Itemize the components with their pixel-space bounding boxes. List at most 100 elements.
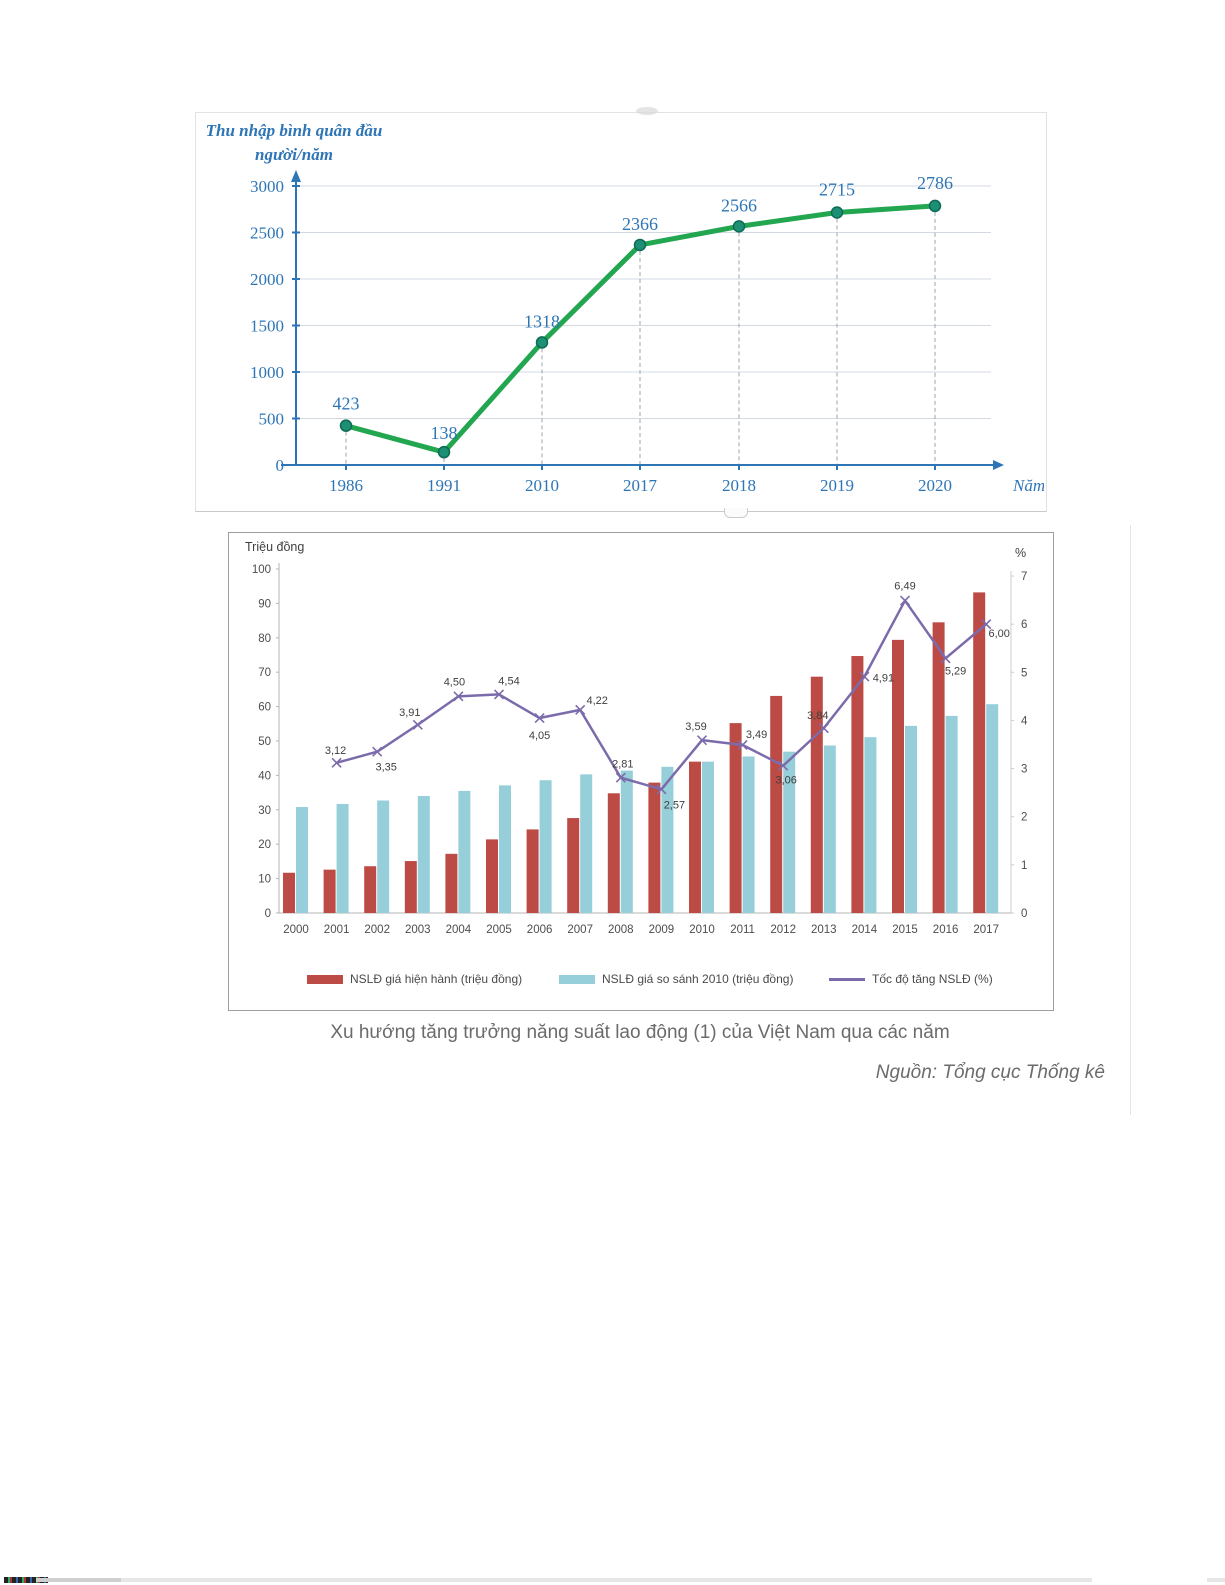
axes: 0 500 1000 1500 2000 2500 3000 1986 1991 2010 2017… (250, 170, 1044, 495)
scrollbar-end (1207, 1578, 1225, 1582)
growth-rate-labels: 3,12 3,35 3,91 4,50 4,54 4,05 4,22 2,81 2,57 3,59… (325, 581, 1010, 812)
svg-text:2000: 2000 (283, 924, 309, 936)
svg-text:2715: 2715 (819, 180, 855, 200)
svg-text:138: 138 (431, 423, 458, 443)
svg-text:3,35: 3,35 (375, 762, 396, 774)
svg-text:2010: 2010 (689, 924, 715, 936)
svg-text:2008: 2008 (608, 924, 634, 936)
svg-text:3,49: 3,49 (746, 729, 767, 741)
svg-text:2786: 2786 (917, 173, 953, 193)
svg-text:4,05: 4,05 (529, 730, 550, 742)
svg-text:2016: 2016 (933, 924, 959, 936)
svg-text:500: 500 (259, 410, 285, 429)
svg-text:1000: 1000 (250, 363, 284, 382)
svg-text:%: % (1015, 546, 1026, 560)
svg-text:60: 60 (258, 702, 271, 714)
svg-text:2007: 2007 (567, 924, 593, 936)
svg-text:30: 30 (258, 805, 271, 817)
svg-text:2019: 2019 (820, 476, 854, 495)
svg-text:40: 40 (258, 770, 271, 782)
taskbar-sliver (4, 1577, 48, 1583)
svg-text:2011: 2011 (730, 924, 755, 936)
svg-text:2009: 2009 (649, 924, 675, 936)
svg-text:2017: 2017 (973, 924, 999, 936)
svg-text:4,22: 4,22 (586, 695, 607, 707)
svg-text:3,59: 3,59 (685, 721, 706, 733)
legend-label: Tốc độ tăng NSLĐ (%) (872, 972, 993, 986)
svg-text:3,84: 3,84 (807, 710, 828, 722)
svg-text:5: 5 (1021, 667, 1027, 679)
svg-text:2014: 2014 (852, 924, 878, 936)
legend-item-current-price: NSLĐ giá hiện hành (triệu đồng) (307, 971, 522, 987)
bars-constant-price (296, 704, 999, 913)
svg-text:1318: 1318 (524, 311, 560, 331)
svg-text:0: 0 (276, 456, 285, 475)
growth-rate-line (336, 599, 988, 791)
svg-text:2017: 2017 (623, 476, 658, 495)
svg-text:2,57: 2,57 (664, 799, 685, 811)
svg-text:2012: 2012 (770, 924, 796, 936)
svg-text:3: 3 (1021, 764, 1027, 776)
svg-text:90: 90 (258, 598, 271, 610)
svg-text:Năm: Năm (1012, 476, 1044, 495)
purple-line-swatch-icon (829, 977, 865, 981)
svg-text:2566: 2566 (721, 195, 757, 215)
legend-item-growth-rate: Tốc độ tăng NSLĐ (%) (829, 971, 993, 987)
svg-text:20: 20 (258, 839, 271, 851)
income-line-chart-svg: 0 500 1000 1500 2000 2500 3000 1986 1991 2010 2017… (250, 170, 1044, 495)
svg-text:2500: 2500 (250, 224, 284, 243)
income-point-labels: 423 138 1318 2366 2566 2715 2786 (333, 173, 954, 443)
svg-text:3,06: 3,06 (775, 775, 796, 787)
svg-text:80: 80 (258, 633, 271, 645)
svg-text:3,91: 3,91 (399, 707, 420, 719)
legend-label: NSLĐ giá so sánh 2010 (triệu đồng) (602, 972, 794, 986)
window-bottom-strip (0, 1576, 1225, 1585)
svg-text:2018: 2018 (722, 476, 756, 495)
svg-text:2006: 2006 (527, 924, 553, 936)
svg-text:4,54: 4,54 (498, 675, 519, 687)
svg-text:5,29: 5,29 (945, 665, 966, 677)
svg-text:0: 0 (265, 908, 271, 920)
svg-text:7: 7 (1021, 571, 1027, 583)
blue-bar-swatch-icon (559, 974, 595, 984)
red-bar-swatch-icon (307, 974, 343, 984)
svg-text:2: 2 (1021, 812, 1027, 824)
svg-text:6: 6 (1021, 619, 1027, 631)
svg-text:3,12: 3,12 (325, 745, 346, 757)
productivity-combo-chart-svg: 0 10 20 30 40 50 60 70 80 90 100 0 1 2 3 4 5 6 7 Triệu đồng… (245, 540, 1028, 936)
svg-text:423: 423 (333, 394, 360, 414)
scan-smudge (636, 107, 658, 115)
drop-lines (345, 211, 936, 464)
page-edge-line (1130, 525, 1131, 1115)
svg-text:2001: 2001 (324, 924, 350, 936)
figure-caption: Xu hướng tăng trưởng năng suất lao động … (330, 1022, 950, 1043)
svg-text:2003: 2003 (405, 924, 431, 936)
svg-text:6,49: 6,49 (894, 581, 915, 593)
svg-text:100: 100 (252, 564, 271, 576)
svg-text:70: 70 (258, 667, 271, 679)
svg-text:1991: 1991 (427, 476, 461, 495)
legend-label: NSLĐ giá hiện hành (triệu đồng) (350, 972, 523, 986)
svg-text:1: 1 (1021, 860, 1027, 872)
svg-text:2010: 2010 (525, 476, 559, 495)
figure-source: Nguồn: Tổng cục Thống kê (875, 1062, 1105, 1083)
svg-text:3000: 3000 (250, 177, 284, 196)
svg-text:6,00: 6,00 (988, 628, 1009, 640)
svg-text:10: 10 (258, 874, 271, 886)
legend-item-constant-price: NSLĐ giá so sánh 2010 (triệu đồng) (559, 971, 793, 987)
svg-text:2,81: 2,81 (612, 759, 633, 771)
gridlines (296, 185, 991, 419)
svg-text:1500: 1500 (250, 317, 284, 336)
svg-text:4,91: 4,91 (873, 673, 894, 685)
svg-text:1986: 1986 (329, 476, 363, 495)
scrollbar-segment[interactable] (36, 1578, 121, 1582)
svg-text:2013: 2013 (811, 924, 837, 936)
svg-text:4: 4 (1021, 715, 1028, 727)
income-line-chart: Thu nhập bình quân đầu người/năm 0 500 100… (195, 107, 1047, 518)
svg-text:2020: 2020 (918, 476, 952, 495)
selection-handle[interactable] (724, 508, 748, 518)
svg-text:4,50: 4,50 (444, 676, 465, 688)
scrollbar-track[interactable] (121, 1578, 1092, 1582)
bars-current-price (283, 592, 986, 913)
